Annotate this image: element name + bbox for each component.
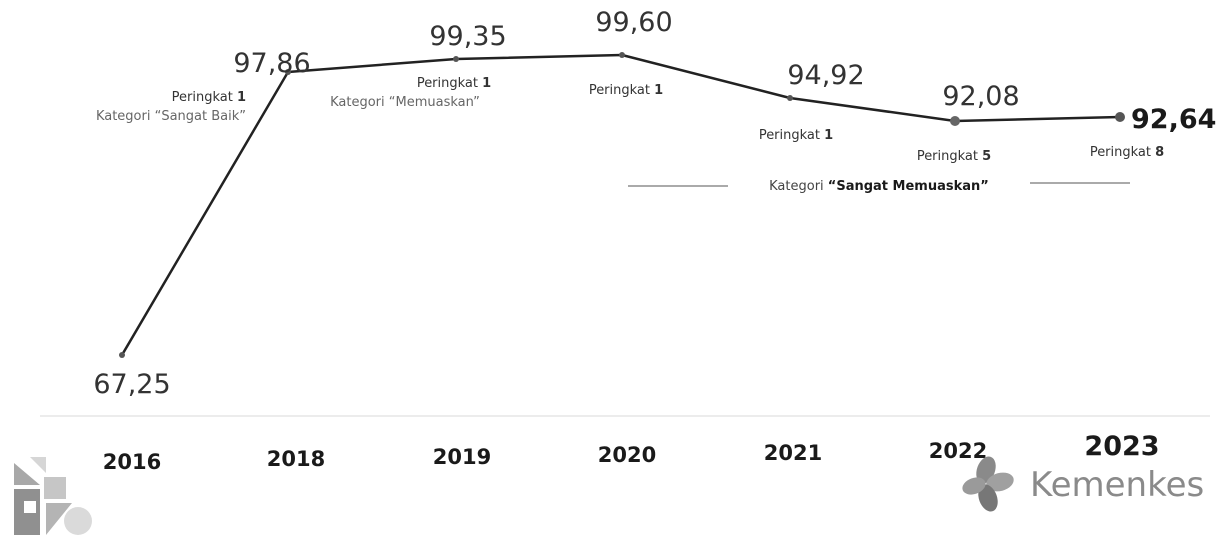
point-2023: [1115, 112, 1125, 122]
point-2019: [453, 56, 459, 62]
value-label-2022: 92,08: [942, 81, 1019, 112]
x-tick-2021: 2021: [764, 441, 822, 465]
rank-label-2021: Peringkat 1: [759, 128, 833, 143]
kemenkes-logo-text: Kemenkes: [1030, 465, 1204, 505]
point-2020: [619, 52, 625, 58]
rank-label-2018: Peringkat 1: [172, 90, 246, 105]
x-tick-labels: 2016 2018 2019 2020 2021 2022 2023: [103, 431, 1160, 474]
value-label-2018: 97,86: [233, 48, 310, 79]
rank-annotations: Peringkat 1 Kategori “Sangat Baik” Perin…: [96, 76, 1164, 164]
ministry-emblem-icon: [14, 457, 92, 535]
value-label-2023: 92,64: [1131, 104, 1216, 135]
range-label: Kategori “Sangat Memuaskan”: [769, 179, 989, 194]
x-tick-2019: 2019: [433, 445, 491, 469]
point-2021: [787, 95, 793, 101]
point-2016: [119, 352, 125, 358]
x-tick-2016: 2016: [103, 450, 161, 474]
point-2022: [950, 116, 960, 126]
value-label-2019: 99,35: [429, 21, 506, 52]
x-tick-2023: 2023: [1084, 431, 1159, 462]
rank-label-2022: Peringkat 5: [917, 149, 991, 164]
points: [119, 52, 1125, 358]
value-label-2016: 67,25: [93, 369, 170, 400]
category-label-2019: Kategori “Memuaskan”: [330, 95, 480, 110]
x-tick-2018: 2018: [267, 447, 325, 471]
value-label-2020: 99,60: [595, 7, 672, 38]
rank-label-2019: Peringkat 1: [417, 76, 491, 91]
kemenkes-logo: Kemenkes: [962, 456, 1204, 512]
rank-label-2023: Peringkat 8: [1090, 145, 1164, 160]
x-tick-2022: 2022: [929, 439, 987, 463]
rank-label-2020: Peringkat 1: [589, 83, 663, 98]
point-2018: [285, 69, 291, 75]
kemenkes-flower-icon: [962, 456, 1014, 512]
value-label-2021: 94,92: [787, 60, 864, 91]
value-labels: 67,25 97,86 99,35 99,60 94,92 92,08 92,6…: [93, 7, 1216, 400]
range-annotation: Kategori “Sangat Memuaskan”: [628, 179, 1130, 194]
x-tick-2020: 2020: [598, 443, 656, 467]
category-label-2018: Kategori “Sangat Baik”: [96, 109, 246, 124]
